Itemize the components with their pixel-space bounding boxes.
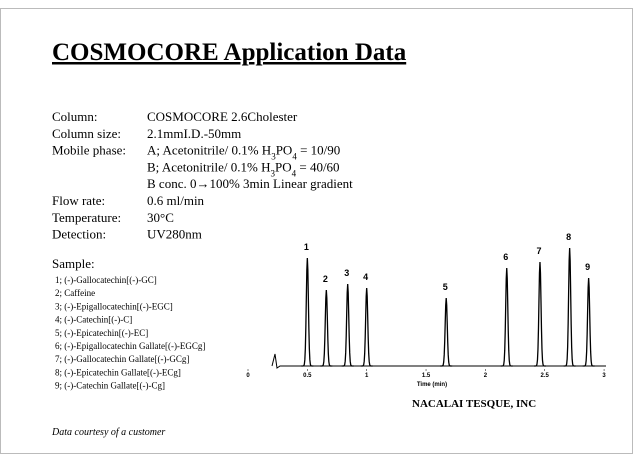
spec-value: 30°C [147, 210, 174, 225]
slide-title: COSMOCORE Application Data [52, 39, 407, 66]
x-tick-label: 1 [365, 373, 369, 379]
spec-text: PO [275, 159, 292, 174]
peak [341, 283, 354, 367]
spec-text: COSMOCORE 2.6Cholester [147, 109, 298, 124]
spec-text: 30°C [147, 210, 174, 225]
x-tick-label: 3 [602, 373, 606, 379]
spec-text: PO [276, 143, 293, 158]
sample-item: 1; (-)-Gallocatechin[(-)-GC] [55, 275, 157, 285]
spec-text: 0.6 ml/min [147, 193, 205, 208]
spec-label: Temperature: [52, 210, 121, 225]
peak [582, 277, 595, 367]
spec-value: 0.6 ml/min [147, 193, 205, 208]
peak [440, 297, 453, 367]
spec-value: A; Acetonitrile/ 0.1% H3PO4 = 10/90 [147, 143, 340, 162]
sample-item: 5; (-)-Epicatechin[(-)-EC] [55, 328, 148, 338]
sample-item: 9; (-)-Catechin Gallate[(-)-Cg] [55, 381, 165, 391]
peak-label: 9 [585, 262, 590, 272]
spec-text: A; Acetonitrile/ 0.1% H [147, 143, 271, 158]
spec-label: Mobile phase: [52, 143, 126, 158]
spec-text: = 10/90 [297, 143, 340, 158]
x-axis-label: Time (min) [417, 382, 447, 388]
spec-label: Detection: [52, 227, 106, 242]
peak [320, 289, 333, 367]
peak-label: 3 [344, 268, 349, 278]
x-tick-label: 0.5 [303, 373, 312, 379]
spec-text: 3 [270, 168, 275, 178]
spec-value: B; Acetonitrile/ 0.1% H3PO4 = 40/60 [147, 159, 340, 178]
sample-item: 7; (-)-Gallocatechin Gallate[(-)-GCg] [55, 354, 189, 364]
spec-value: 2.1mmI.D.-50mm [147, 126, 241, 141]
x-tick-label: 1.5 [422, 373, 431, 379]
credit: Data courtesy of a customer [51, 427, 165, 438]
x-tick-label: 2.5 [541, 373, 550, 379]
spec-value: UV280nm [147, 227, 202, 242]
sample-item: 2; Caffeine [55, 288, 95, 298]
spec-text: UV280nm [147, 227, 202, 242]
spec-text: 2.1mmI.D.-50mm [147, 126, 241, 141]
sample-heading: Sample: [52, 256, 95, 271]
spec-label: Column: [52, 109, 98, 124]
peak-label: 1 [304, 242, 309, 252]
peak [563, 247, 576, 367]
spec-value: B conc. 0→100% 3min Linear gradient [147, 176, 353, 191]
spec-label: Flow rate: [52, 193, 105, 208]
spec-text: 4 [292, 168, 297, 178]
peak [500, 267, 513, 367]
spec-label: Column size: [52, 126, 121, 141]
sample-item: 8; (-)-Epicatechin Gallate[(-)-ECg] [55, 367, 181, 377]
peak-label: 6 [503, 252, 508, 262]
spec-value: COSMOCORE 2.6Cholester [147, 109, 298, 124]
spec-text: 4 [292, 152, 297, 162]
peak-label: 4 [363, 272, 368, 282]
peak [301, 257, 314, 367]
spec-text: B conc. 0→100% 3min Linear gradient [147, 176, 353, 191]
sample-item: 3; (-)-Epigallocatechin[(-)-EGC] [55, 301, 173, 311]
peak-label: 5 [443, 282, 448, 292]
peak [533, 261, 546, 367]
spec-text: B; Acetonitrile/ 0.1% H [147, 159, 270, 174]
peak-label: 2 [323, 274, 328, 284]
sample-item: 6; (-)-Epigallocatechin Gallate[(-)-EGCg… [55, 341, 205, 351]
peak-label: 7 [536, 246, 541, 256]
company: NACALAI TESQUE, INC [412, 398, 536, 410]
baseline [271, 353, 606, 369]
peak-label: 8 [566, 232, 571, 242]
sample-item: 4; (-)-Catechin[(-)-C] [55, 315, 132, 325]
peak [360, 287, 373, 367]
spec-text: = 40/60 [296, 159, 339, 174]
x-tick-label: 0 [246, 373, 250, 379]
spec-text: 3 [271, 152, 276, 162]
x-tick-label: 2 [484, 373, 488, 379]
